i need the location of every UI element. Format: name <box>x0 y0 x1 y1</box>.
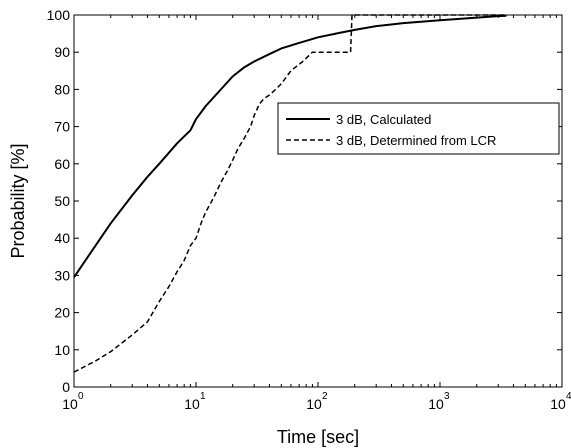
x-tick-label-exponent: 2 <box>322 391 328 402</box>
legend: 3 dB, Calculated 3 dB, Determined from L… <box>277 102 560 155</box>
y-tick-label: 50 <box>54 193 70 209</box>
y-tick-label: 60 <box>54 156 70 172</box>
series-line-1 <box>73 14 507 373</box>
x-tick-label-exponent: 3 <box>444 391 450 402</box>
x-tick-label-base: 10 <box>428 396 444 412</box>
y-axis-title: Probability [%] <box>8 143 28 258</box>
y-tick-label: 80 <box>54 81 70 97</box>
y-tick-label: 10 <box>54 342 70 358</box>
y-tick-label: 40 <box>54 230 70 246</box>
y-tick-label: 30 <box>54 267 70 283</box>
legend-box <box>277 102 560 155</box>
series-layer <box>73 14 507 373</box>
x-tick-label-exponent: 4 <box>566 391 571 402</box>
x-tick-label-exponent: 1 <box>200 391 206 402</box>
y-tick-label: 100 <box>47 7 71 23</box>
legend-label-lcr: 3 dB, Determined from LCR <box>336 133 496 148</box>
x-tick-label-exponent: 0 <box>78 391 84 402</box>
x-tick-label-base: 10 <box>306 396 322 412</box>
x-tick-label-base: 10 <box>550 396 566 412</box>
y-tick-label: 0 <box>62 379 70 395</box>
x-tick-label-base: 10 <box>62 396 78 412</box>
x-tick-label-base: 10 <box>184 396 200 412</box>
y-tick-label: 20 <box>54 305 70 321</box>
x-axis-title: Time [sec] <box>277 427 359 447</box>
series-line-0 <box>73 14 507 278</box>
legend-label-calculated: 3 dB, Calculated <box>336 112 431 127</box>
y-tick-label: 90 <box>54 44 70 60</box>
y-tick-label: 70 <box>54 119 70 135</box>
